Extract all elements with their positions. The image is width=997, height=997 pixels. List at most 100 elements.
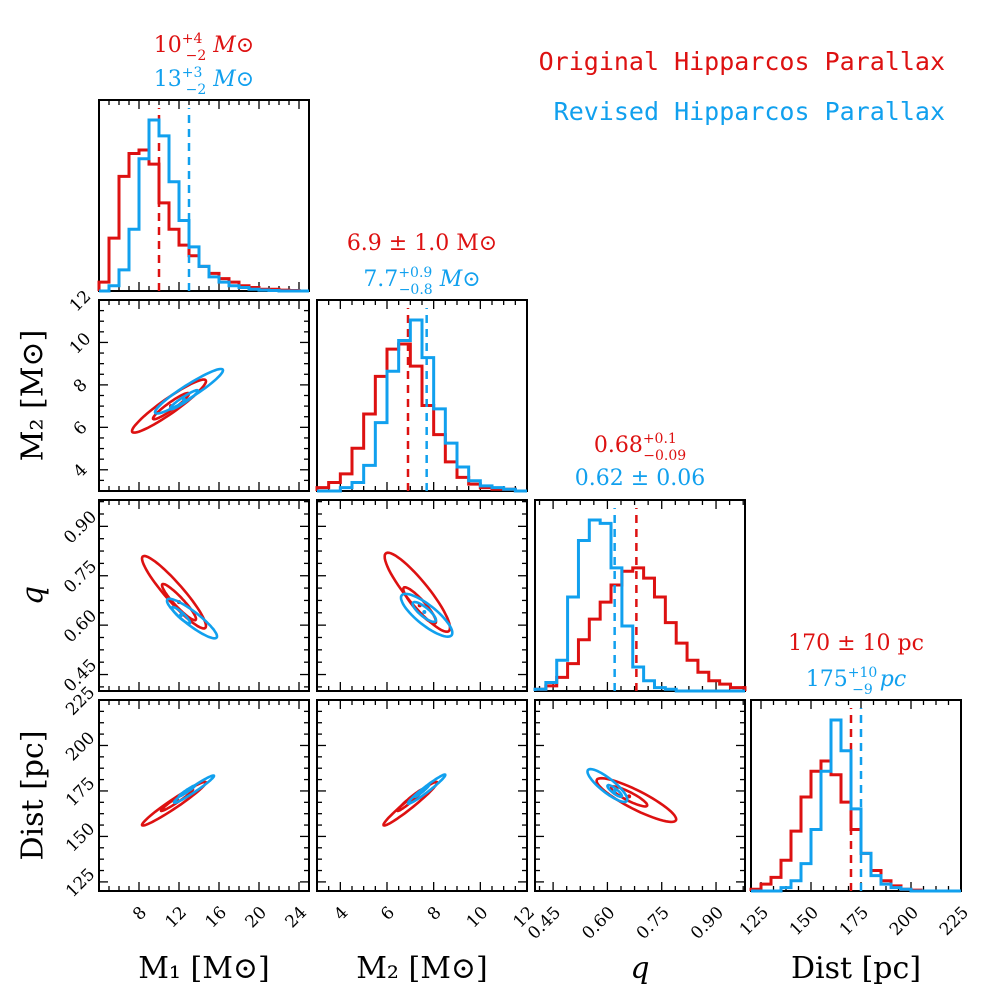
contour-original-level-1 xyxy=(130,378,208,434)
hist-m1-revised xyxy=(99,118,309,293)
contour-revised-level-2 xyxy=(168,388,200,411)
x-tick-label-m2: 6 xyxy=(377,903,399,925)
annotation-m1-revised: 13+3 −2 M⊙ xyxy=(154,65,254,98)
y-axis-label-dist: Dist [pc] xyxy=(16,730,51,860)
y-tick-label-m2: 4 xyxy=(70,460,92,482)
y-tick-label-dist: 175 xyxy=(62,774,99,811)
hist-panel-m1 xyxy=(97,99,310,293)
panel-frame xyxy=(98,699,310,892)
legend-revised: Revised Hipparcos Parallax xyxy=(554,97,945,126)
peak-revised xyxy=(185,788,189,793)
x-tick-label-m2: 4 xyxy=(330,903,352,925)
legend-original: Original Hipparcos Parallax xyxy=(539,47,945,76)
x-tick-label-dist: 225 xyxy=(936,903,973,940)
annotation-m2-original: 6.9 ± 1.0 M⊙ xyxy=(347,231,497,256)
hist-m2-revised xyxy=(317,318,527,493)
panel-frame xyxy=(534,699,746,892)
peak-revised xyxy=(179,613,183,618)
x-tick-label-m1: 12 xyxy=(162,903,191,932)
panel-m1-vs-m2 xyxy=(98,299,310,492)
contours-m1-q xyxy=(140,554,219,640)
peak-revised xyxy=(422,609,427,614)
x-tick-label-m1: 16 xyxy=(202,903,231,932)
y-tick-label-q: 0.60 xyxy=(60,606,101,647)
annotation-dist-revised: 175+10 −9 pc xyxy=(806,665,906,698)
y-tick-label-m2: 6 xyxy=(70,418,92,440)
contour-revised-level-2 xyxy=(170,605,192,625)
annotation-dist-original: 170 ± 10 pc xyxy=(788,631,924,656)
panel-m1-vs-q xyxy=(98,499,310,692)
panel-frame xyxy=(534,499,746,692)
hist-q-revised xyxy=(533,518,745,693)
contours-m1-m2 xyxy=(130,367,225,434)
hist-panel-dist xyxy=(749,699,962,893)
contour-revised-level-1 xyxy=(153,367,225,415)
y-tick-label-q: 0.75 xyxy=(60,557,101,598)
panel-m1-vs-dist xyxy=(98,699,310,892)
x-axis-label-m1: M₁ [M⊙] xyxy=(138,951,270,986)
x-tick-label-dist: 200 xyxy=(886,903,923,940)
contour-revised-level-1 xyxy=(165,597,219,640)
panel-q-vs-dist xyxy=(534,699,746,892)
panel-m2-vs-q xyxy=(316,499,528,692)
annotation-m2-revised: 7.7+0.9 −0.8 M⊙ xyxy=(363,265,480,298)
hist-dist-original xyxy=(749,759,961,893)
contour-revised-level-2 xyxy=(411,600,438,624)
x-tick-label-q: 0.60 xyxy=(578,903,619,944)
legend: Original Hipparcos Parallax Revised Hippa… xyxy=(539,47,945,126)
panel-m2-vs-dist xyxy=(316,699,528,892)
contour-revised-level-1 xyxy=(172,774,216,805)
contour-revised-level-2 xyxy=(413,783,431,799)
contour-revised-level-1 xyxy=(406,773,447,805)
y-axis-label-q: q xyxy=(16,586,51,605)
hist-panel-q xyxy=(533,499,747,693)
contour-original-level-2 xyxy=(609,785,649,808)
panel-frame xyxy=(98,99,310,292)
hist-panel-m2 xyxy=(315,299,528,493)
x-tick-label-m2: 10 xyxy=(463,903,492,932)
contour-original-level-1 xyxy=(595,776,678,824)
x-tick-label-dist: 125 xyxy=(736,903,773,940)
contour-revised-level-1 xyxy=(586,767,629,804)
y-tick-label-m2: 10 xyxy=(66,329,95,358)
y-tick-label-dist: 200 xyxy=(62,728,99,765)
contours-m2-q xyxy=(383,551,454,639)
x-axis-label-dist: Dist [pc] xyxy=(791,951,921,986)
x-tick-label-m1: 24 xyxy=(282,903,311,932)
contours-q-dist xyxy=(586,767,678,824)
y-tick-label-m2: 12 xyxy=(66,287,95,316)
y-tick-label-dist: 150 xyxy=(62,819,99,856)
panel-frame xyxy=(98,499,310,692)
axis-labels: M₁ [M⊙] M₂ [M⊙] q Dist [pc] M₂ [M⊙] q Dist [pc… xyxy=(16,330,922,986)
x-tick-label-m2: 8 xyxy=(424,903,446,925)
x-axis-label-m2: M₂ [M⊙] xyxy=(356,951,488,986)
panel-frame xyxy=(750,699,962,892)
y-tick-label-q: 0.90 xyxy=(60,507,101,548)
annotation-m1-original: 10+4 −2 M⊙ xyxy=(154,31,254,64)
x-tick-label-dist: 150 xyxy=(786,903,823,940)
y-tick-label-m2: 8 xyxy=(70,375,92,397)
y-tick-label-dist: 125 xyxy=(62,865,99,902)
annotation-q-revised: 0.62 ± 0.06 xyxy=(575,466,705,491)
panel-frame xyxy=(98,299,310,492)
x-tick-label-m1: 20 xyxy=(242,903,271,932)
hist-m2-original xyxy=(315,342,527,493)
peak-revised xyxy=(182,397,186,402)
hist-q-original xyxy=(533,566,747,691)
contour-revised-level-2 xyxy=(606,783,624,799)
x-tick-label-m1: 8 xyxy=(129,903,151,925)
x-tick-label-q: 0.90 xyxy=(687,903,728,944)
contour-revised-level-1 xyxy=(399,592,454,639)
annotation-q-original: 0.68+0.1 −0.09 xyxy=(594,431,686,464)
hist-dist-revised xyxy=(751,718,961,893)
x-tick-label-q: 0.75 xyxy=(633,903,674,944)
contour-original-level-1 xyxy=(383,551,452,634)
contours-m2-dist xyxy=(382,773,447,827)
x-axis-label-q: q xyxy=(630,951,649,986)
y-axis-label-m2: M₂ [M⊙] xyxy=(16,330,51,462)
panel-frame xyxy=(316,499,528,692)
contours-m1-dist xyxy=(140,774,216,827)
peak-revised xyxy=(420,788,424,793)
peak-revised xyxy=(612,788,617,793)
